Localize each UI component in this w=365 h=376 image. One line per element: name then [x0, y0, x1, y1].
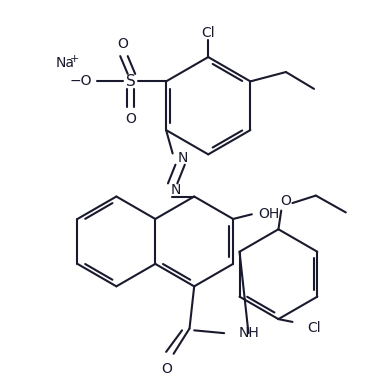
Text: Na: Na — [55, 56, 75, 70]
Text: O: O — [162, 362, 173, 376]
Text: +: + — [70, 54, 79, 64]
Text: OH: OH — [258, 207, 279, 221]
Text: N: N — [178, 151, 188, 165]
Text: −O: −O — [70, 74, 92, 88]
Text: Cl: Cl — [307, 321, 321, 335]
Text: O: O — [125, 112, 136, 126]
Text: O: O — [280, 194, 291, 208]
Text: N: N — [170, 183, 181, 197]
Text: O: O — [118, 37, 128, 51]
Text: Cl: Cl — [201, 26, 215, 40]
Text: S: S — [126, 74, 135, 89]
Text: NH: NH — [239, 326, 260, 340]
